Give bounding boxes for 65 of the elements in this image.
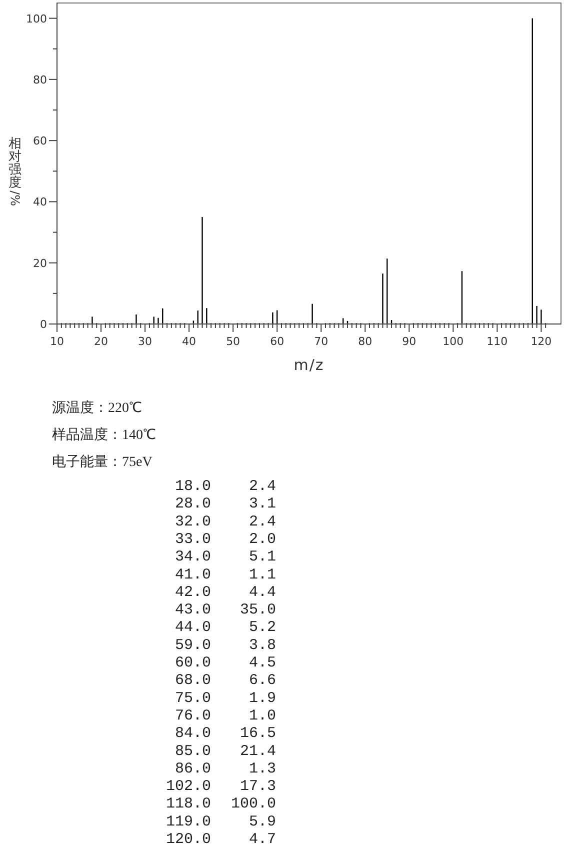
text: 2.4 — [248, 513, 276, 530]
y-tick-label: 100 — [26, 12, 47, 26]
x-tick-label: 90 — [402, 335, 416, 348]
x-axis-title: m/z — [294, 356, 324, 374]
y-tick-label: 60 — [33, 134, 47, 148]
text: 84.0 — [174, 725, 211, 742]
text: 3.8 — [248, 636, 276, 654]
text: 样品温度：140℃ — [52, 427, 156, 443]
text: 3.1 — [248, 496, 276, 513]
text: 4.7 — [248, 831, 276, 848]
text: 6.6 — [248, 672, 276, 690]
text: 电子能量：75eV — [52, 454, 152, 470]
text: 18.0 — [174, 478, 211, 495]
text: 42.0 — [174, 584, 211, 601]
text: 68.0 — [174, 672, 211, 690]
text: 17.3 — [240, 778, 276, 796]
y-tick-label: 0 — [40, 318, 47, 331]
text: 100.0 — [230, 796, 276, 813]
text: 76.0 — [174, 707, 211, 724]
text: 2.4 — [248, 478, 276, 495]
text: 32.0 — [174, 513, 211, 530]
x-tick-label: 50 — [226, 335, 240, 348]
text: 16.5 — [240, 725, 276, 742]
x-tick-label: 30 — [138, 335, 152, 348]
text: 源温度：220℃ — [52, 400, 142, 416]
x-tick-label: 60 — [270, 335, 284, 348]
x-tick-label: 10 — [50, 335, 64, 348]
text: 43.0 — [174, 602, 211, 619]
y-tick-label: 80 — [33, 73, 47, 86]
x-tick-label: 120 — [530, 335, 552, 348]
text: 1.1 — [248, 566, 276, 584]
text: 33.0 — [174, 530, 211, 548]
text: 118.0 — [166, 796, 211, 813]
text: 21.4 — [240, 742, 276, 760]
text: 41.0 — [174, 566, 211, 584]
text: 102.0 — [166, 778, 211, 796]
text: 60.0 — [174, 654, 211, 672]
text: 1.3 — [248, 760, 276, 778]
y-axis-title: 相对强度/% — [8, 136, 22, 206]
text: 4.5 — [248, 654, 276, 672]
x-tick-label: 80 — [358, 335, 372, 348]
text: 1.0 — [248, 707, 276, 724]
text: 59.0 — [174, 636, 211, 654]
text: 5.9 — [248, 813, 276, 830]
text: 5.2 — [248, 619, 276, 636]
y-tick-label: 40 — [33, 196, 47, 209]
y-tick-label: 20 — [33, 256, 47, 270]
text: 120.0 — [166, 831, 211, 848]
text: 119.0 — [166, 813, 211, 830]
text: 34.0 — [174, 548, 211, 566]
text: 35.0 — [240, 602, 276, 619]
text: 75.0 — [174, 690, 211, 707]
text: 5.1 — [248, 548, 276, 566]
text: 1.9 — [248, 690, 276, 707]
text: 4.4 — [248, 584, 276, 601]
text: 28.0 — [174, 496, 211, 513]
text: 2.0 — [248, 530, 276, 548]
x-tick-label: 110 — [486, 335, 508, 348]
text: 86.0 — [174, 760, 211, 778]
x-tick-label: 20 — [94, 335, 108, 348]
text: 44.0 — [174, 619, 211, 636]
x-tick-label: 70 — [314, 335, 328, 348]
x-tick-label: 100 — [442, 335, 464, 348]
text: 85.0 — [174, 742, 211, 760]
x-tick-label: 40 — [182, 335, 196, 348]
